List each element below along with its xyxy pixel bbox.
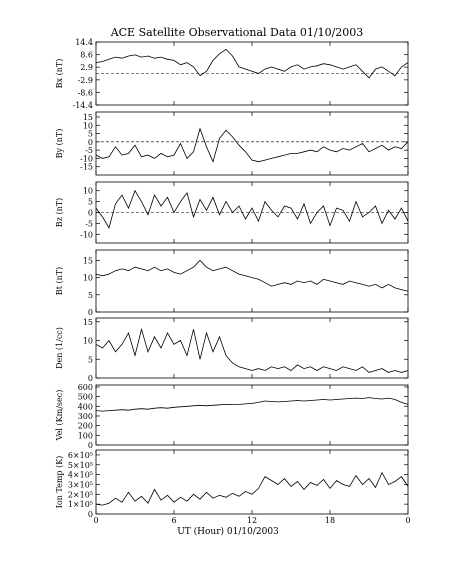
y-tick-label: 5	[88, 130, 93, 139]
y-axis-label: Ion Temp (K)	[55, 456, 64, 509]
y-tick-label: 15	[83, 256, 93, 265]
panel-frame	[95, 249, 409, 313]
y-tick-label: 600	[78, 383, 93, 392]
panel-3: 10 5 0-5 -10 Bz (nT)	[55, 181, 409, 244]
y-tick-label: 8.6	[80, 51, 93, 60]
y-tick-label: 400	[78, 402, 93, 411]
y-tick-label: 15	[83, 318, 93, 327]
y-axis-label: Vel (Km/sec)	[55, 390, 64, 442]
series-line	[95, 189, 409, 229]
y-tick-label: -2.9	[78, 76, 93, 85]
y-tick-label: -10	[80, 154, 93, 163]
y-tick-label: 10	[83, 337, 93, 346]
x-tick-label: 0	[405, 516, 410, 525]
y-tick-label: 15	[83, 113, 93, 122]
y-tick-label: 200	[78, 422, 93, 431]
panel-4: 15 10 5 0 Bt (nT)	[55, 249, 409, 317]
y-tick-label: 4×10⁵	[68, 471, 93, 480]
y-tick-label: 2×10⁵	[68, 490, 93, 499]
y-tick-label: -5	[85, 219, 93, 228]
y-tick-label: 5	[88, 355, 93, 364]
x-axis-label: UT (Hour) 01/10/2003	[177, 526, 279, 537]
panel-frame	[95, 384, 409, 446]
series-line	[95, 127, 409, 163]
y-axis-label: Bz (nT)	[55, 198, 64, 227]
x-tick-label: 12	[247, 516, 257, 525]
y-tick-label: 0	[88, 441, 93, 450]
y-tick-label: 5×10⁵	[68, 461, 93, 470]
panel-5: 15 10 5 0 Den (1/cc)	[55, 317, 409, 383]
panels: 14.48.62.9-2.9-8.6-14.4Bx (nT)151050-5-1…	[55, 38, 411, 525]
panel-1: 14.4 8.6 2.9 -2.9 -8.6 -14.4 Bx (nT)	[55, 38, 409, 110]
series-line	[95, 48, 409, 79]
y-axis-label: Bt (nT)	[55, 267, 64, 295]
y-tick-label: 10	[83, 187, 93, 196]
y-tick-label: 6×10⁵	[68, 451, 93, 460]
x-tick-label: 6	[171, 516, 176, 525]
panel-frame	[95, 111, 409, 176]
y-axis-label: By (nT)	[55, 129, 64, 159]
y-tick-label: 300	[78, 412, 93, 421]
y-tick-label: 10	[83, 274, 93, 283]
y-tick-label: 0	[88, 308, 93, 317]
y-tick-label: 5	[88, 291, 93, 300]
panel-frame	[95, 317, 409, 379]
y-tick-label: 1×10⁵	[68, 500, 93, 509]
y-tick-label: -10	[80, 230, 93, 239]
y-tick-label: 2.9	[80, 63, 93, 72]
y-tick-label: 10	[83, 121, 93, 130]
series-line	[95, 397, 409, 412]
y-tick-label: -5	[85, 146, 93, 155]
y-tick-label: 3×10⁵	[68, 480, 93, 489]
y-tick-label: 14.4	[75, 38, 93, 47]
series-line	[95, 259, 409, 292]
y-tick-label: -14.4	[72, 101, 93, 110]
x-tick-label: 18	[325, 516, 335, 525]
y-tick-label: 100	[78, 431, 93, 440]
y-tick-label: 0	[88, 209, 93, 218]
y-tick-label: 0	[88, 510, 93, 519]
series-line	[95, 327, 409, 373]
y-axis-label: Bx (nT)	[55, 59, 64, 89]
series-line	[95, 471, 409, 506]
y-tick-label: -8.6	[78, 88, 93, 97]
y-axis-label: Den (1/cc)	[55, 327, 64, 369]
x-tick-label: 0	[93, 516, 98, 525]
y-tick-label: 500	[78, 393, 93, 402]
panel-frame	[95, 449, 409, 515]
y-tick-label: 0	[88, 374, 93, 383]
y-tick-label: 0	[88, 138, 93, 147]
chart-title: ACE Satellite Observational Data 01/10/2…	[110, 26, 364, 39]
y-tick-label: -15	[80, 163, 93, 172]
y-tick-label: 5	[88, 198, 93, 207]
